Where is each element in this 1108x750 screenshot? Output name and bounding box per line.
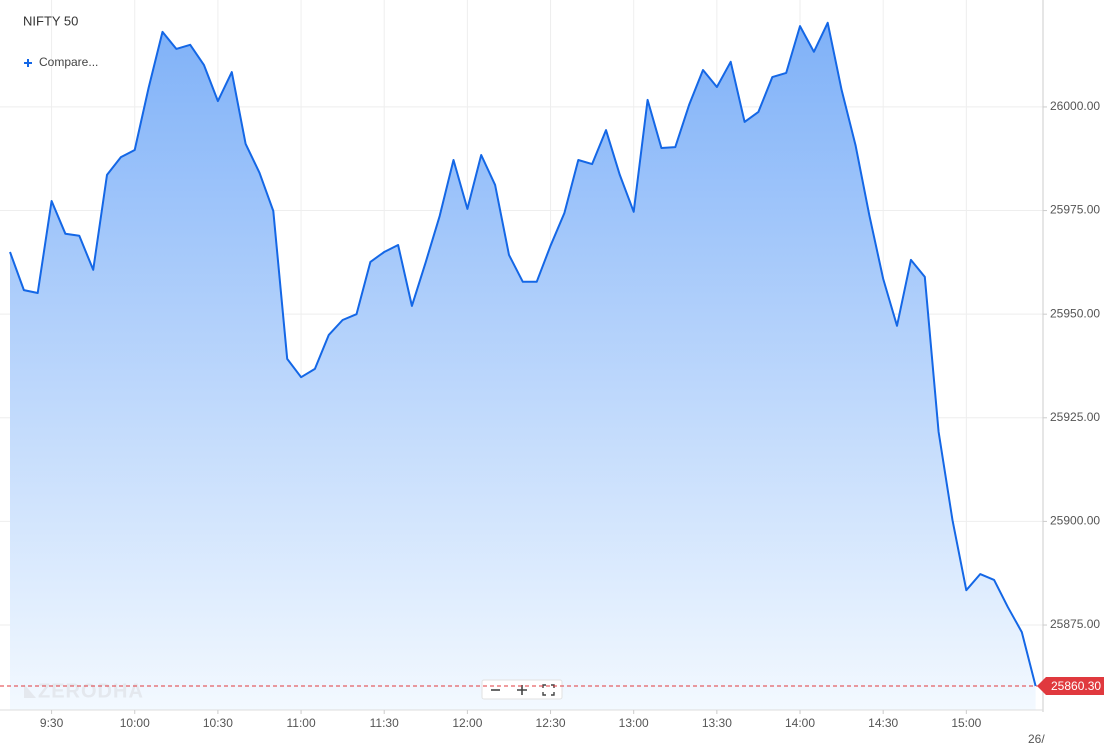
x-tick-label: 13:30 [702, 716, 732, 730]
x-tick-label: 13:00 [619, 716, 649, 730]
watermark: ZERODHA [38, 680, 144, 702]
compare-button[interactable]: Compare... [24, 55, 98, 69]
y-tick-label: 25975.00 [1050, 203, 1100, 217]
x-tick-label: 10:30 [203, 716, 233, 730]
x-tick-label: 14:00 [785, 716, 815, 730]
next-day-label: 26/ [1028, 732, 1045, 746]
x-tick-label: 12:00 [452, 716, 482, 730]
y-tick-label: 25900.00 [1050, 514, 1100, 528]
zoom-in[interactable] [517, 685, 527, 695]
y-tick-label: 25950.00 [1050, 306, 1100, 320]
last-price-label: 25860.30 [1051, 679, 1101, 693]
x-tick-label: 12:30 [536, 716, 566, 730]
x-tick-label: 10:00 [120, 716, 150, 730]
x-tick-label: 15:00 [951, 716, 981, 730]
area [10, 22, 1036, 711]
x-tick-label: 14:30 [868, 716, 898, 730]
watermark-icon [24, 684, 36, 698]
zoom-controls [481, 679, 563, 700]
last-price-tag [1037, 676, 1104, 695]
fullscreen[interactable] [542, 684, 555, 696]
chart-title: NIFTY 50 [23, 13, 78, 28]
compare-label[interactable]: Compare... [39, 55, 98, 69]
y-tick-label: 25925.00 [1050, 410, 1100, 424]
y-tick-label: 26000.00 [1050, 99, 1100, 113]
price-line [9, 21, 1037, 687]
y-tick-label: 25875.00 [1050, 617, 1100, 631]
x-tick-label: 11:30 [370, 716, 399, 730]
x-tick-label: 9:30 [40, 716, 64, 730]
x-tick-label: 11:00 [286, 716, 315, 730]
plot [9, 21, 1037, 711]
